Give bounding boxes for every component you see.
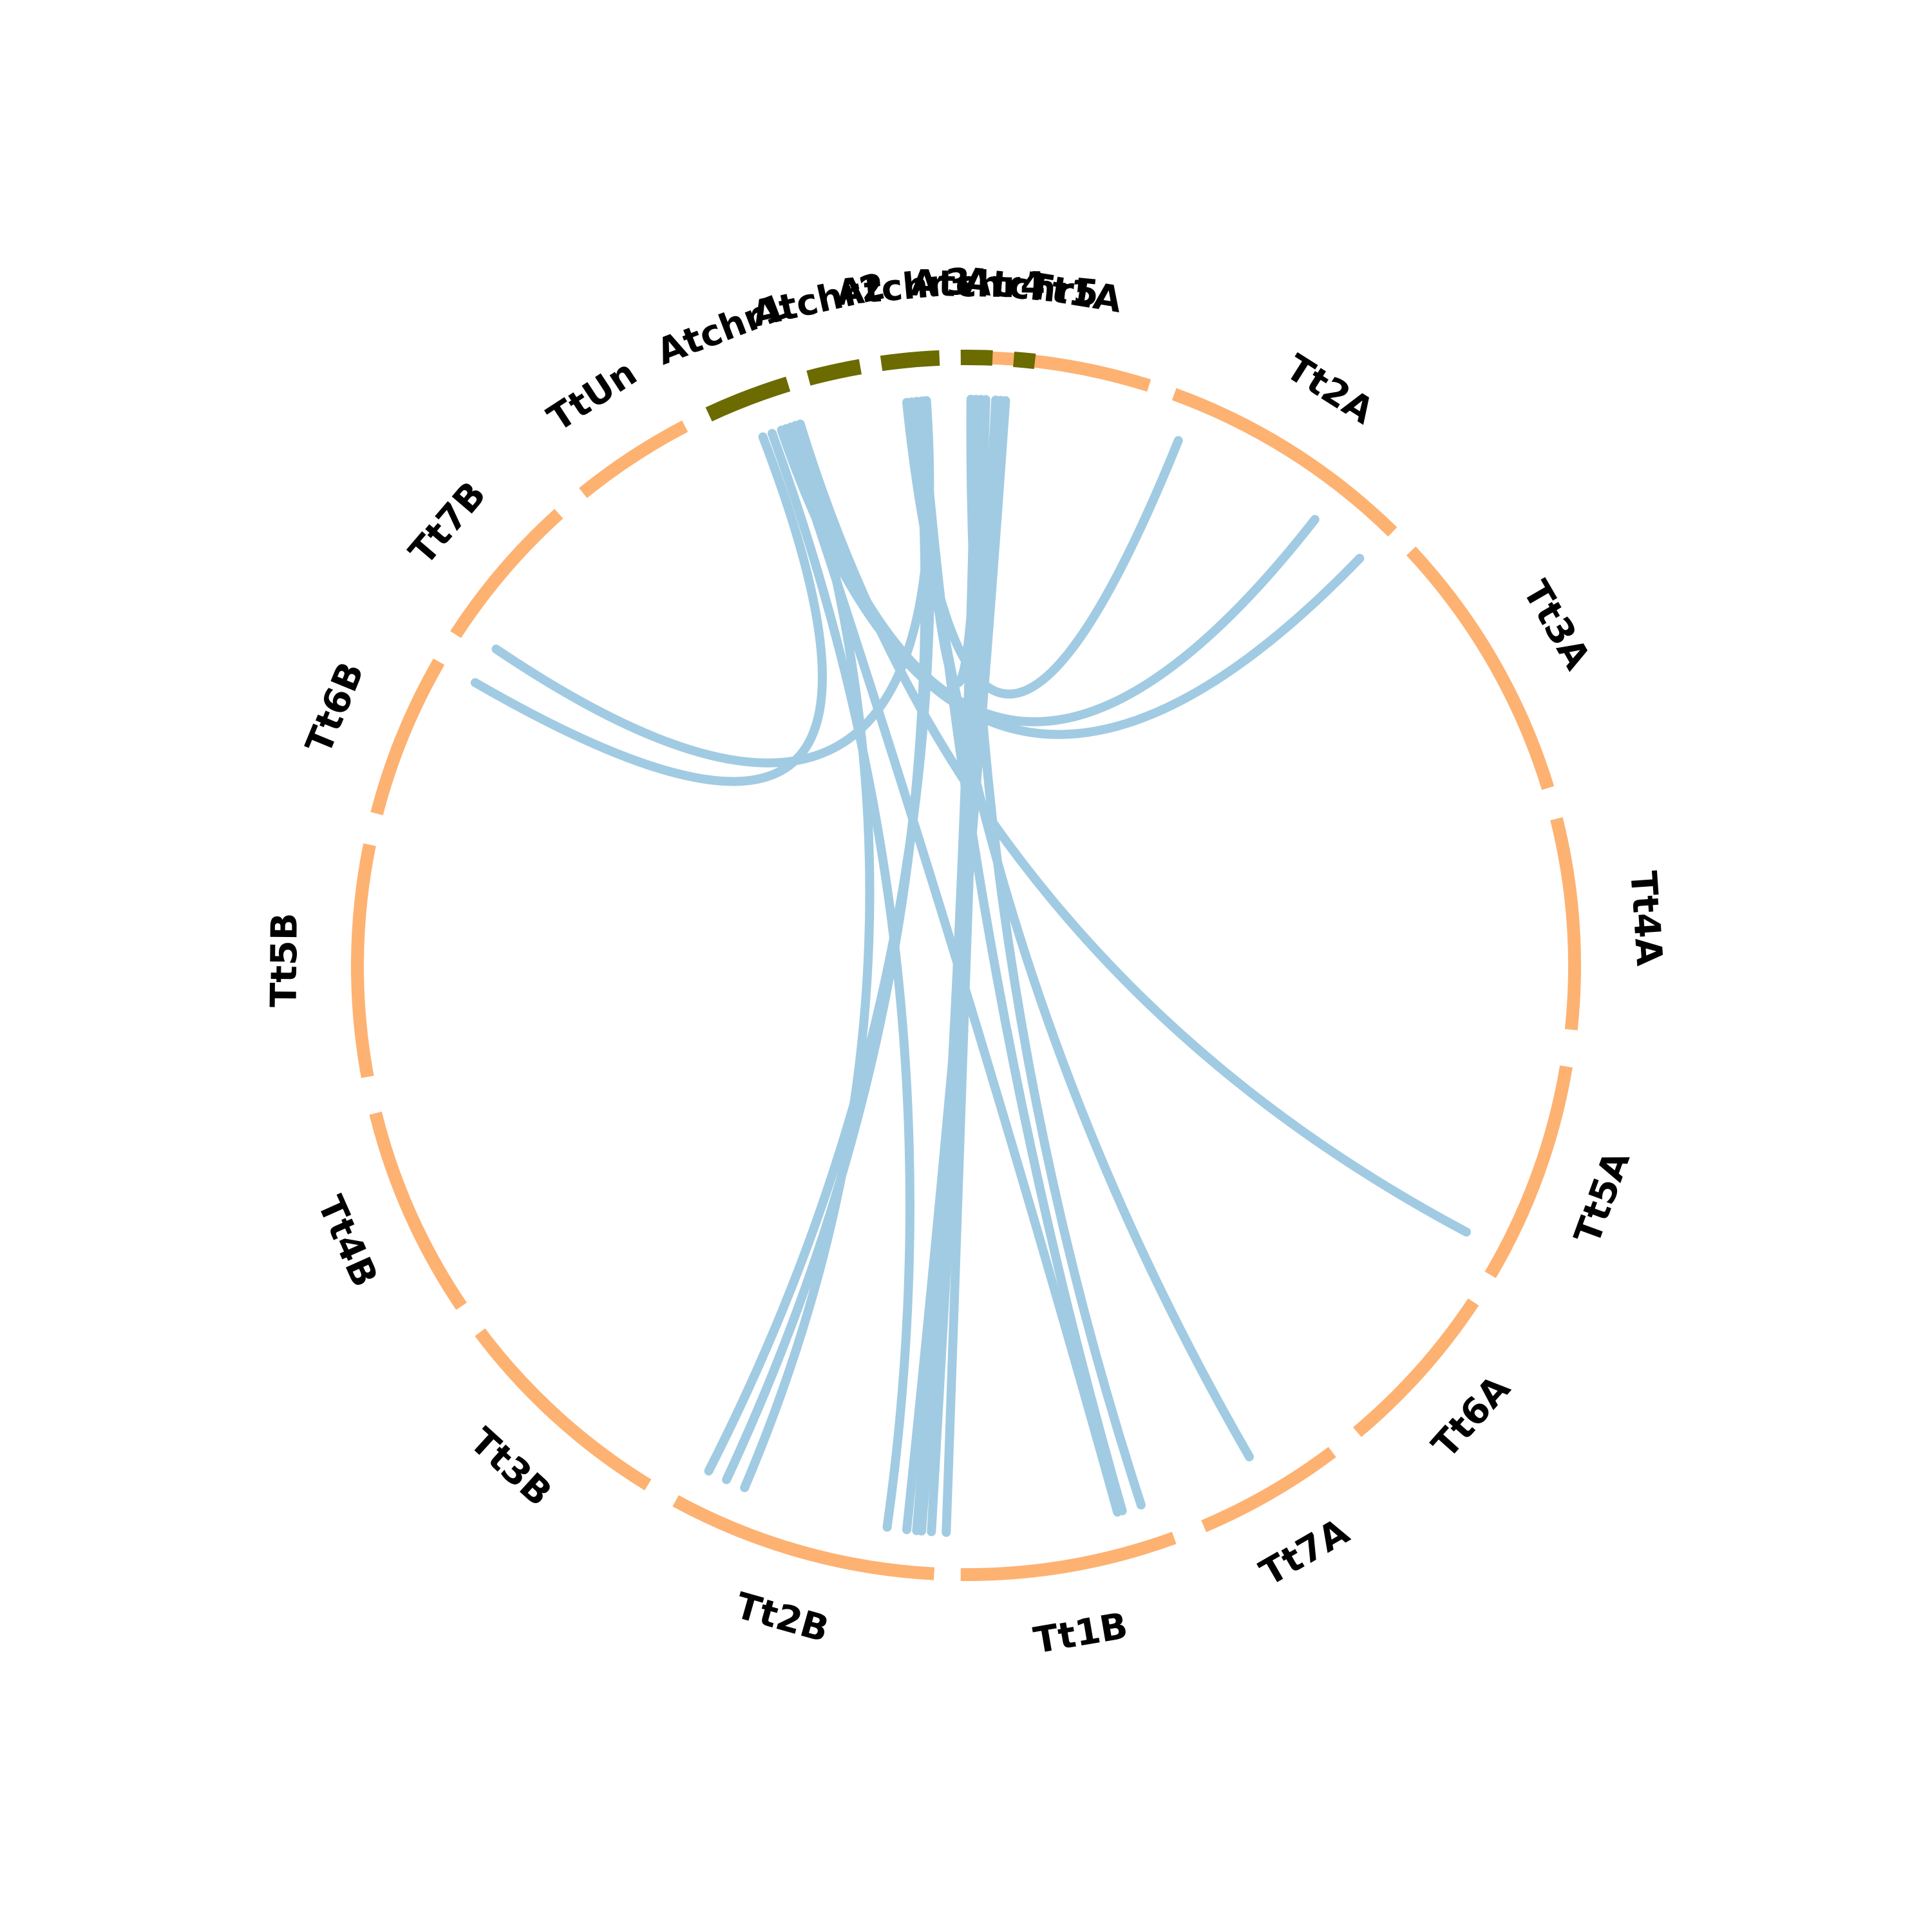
label-tt5a: Tt5A: [1567, 1146, 1639, 1249]
segment-tt6a: [1352, 1298, 1479, 1437]
segment-atchr3: [880, 350, 940, 372]
link-atchr3-tt6b: [491, 396, 934, 768]
segment-atchr2: [806, 359, 862, 386]
label-ttun: TtUn: [540, 352, 644, 440]
label-tt7b: Tt7B: [401, 474, 495, 573]
segment-tt3b: [475, 1328, 652, 1491]
label-tt6a: Tt6A: [1424, 1367, 1519, 1466]
segment-tt5b: [351, 843, 376, 1079]
segment-tt4b: [369, 1112, 467, 1310]
link-atchr1-tt1b: [781, 424, 1122, 1517]
label-tt4b: Tt4B: [309, 1190, 386, 1293]
segments-layer: [351, 349, 1581, 1582]
segment-ttun: [579, 420, 688, 498]
label-atchr4: Atchr4: [910, 263, 1046, 307]
segment-atchr4: [960, 349, 993, 366]
label-tt6b: Tt6B: [298, 656, 373, 759]
label-atchr5: Atchr5: [962, 260, 1101, 315]
link-atchr3-tt7a: [907, 397, 1254, 1462]
segment-tt4a: [1550, 817, 1581, 1030]
label-tt4a: Tt4A: [1622, 869, 1670, 967]
segment-tt5a: [1484, 1065, 1573, 1278]
label-tt2a: Tt2A: [1278, 346, 1381, 433]
label-tt3a: Tt3A: [1515, 574, 1598, 677]
link-atchr1-tt2b: [768, 429, 914, 1532]
segment-atchr1: [705, 376, 791, 422]
label-tt1b: Tt1B: [1030, 1605, 1130, 1662]
segment-atchr5: [1013, 351, 1036, 370]
segment-tt3a: [1406, 546, 1555, 790]
label-tt5b: Tt5B: [263, 913, 306, 1007]
segment-tt1b: [960, 1531, 1177, 1582]
label-tt7a: Tt7A: [1253, 1510, 1357, 1594]
link-atchr1-tt6a: [795, 419, 1471, 1237]
segment-tt6b: [370, 658, 445, 815]
segment-tt2a: [1171, 388, 1397, 537]
segment-tt7a: [1201, 1446, 1336, 1533]
link-atchr1-tt3a: [777, 425, 1365, 739]
link-atchr1-tt6b: [470, 432, 827, 786]
links-layer: [470, 395, 1471, 1537]
segment-tt1a: [974, 351, 1151, 392]
link-atchr4-tt2a: [942, 395, 990, 1537]
label-tt2b: Tt2B: [731, 1585, 833, 1651]
segment-tt2b: [672, 1495, 935, 1580]
label-tt3b: Tt3B: [462, 1420, 560, 1515]
segment-tt7b: [450, 509, 564, 638]
